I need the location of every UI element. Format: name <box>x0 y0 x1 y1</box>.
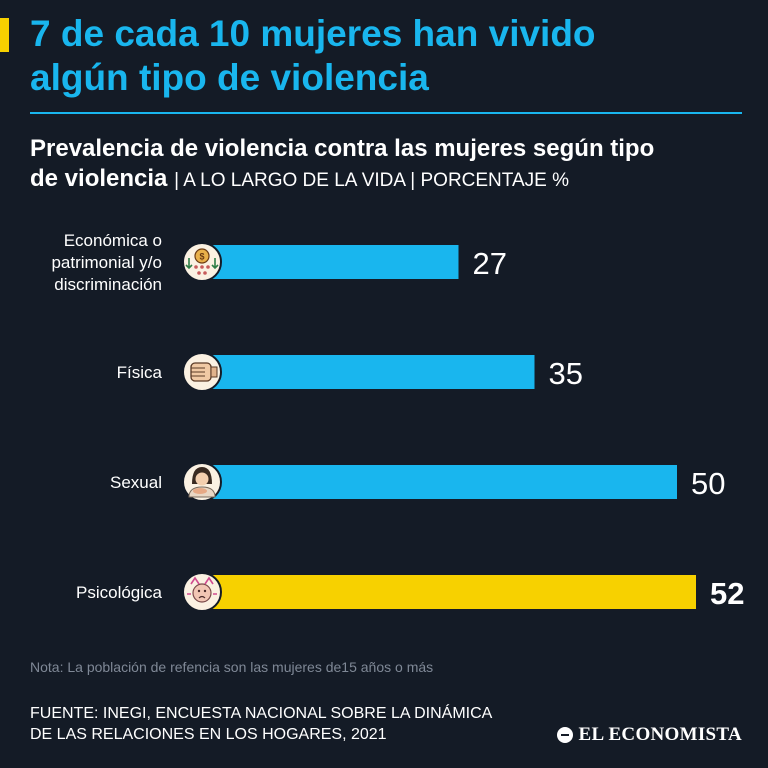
fist-icon <box>182 352 222 392</box>
accent-bar <box>0 18 9 52</box>
headline-line-1: 7 de cada 10 mujeres han vivido <box>30 13 596 54</box>
subtitle-line-2: de violencia <box>30 165 168 192</box>
category-label-3: Sexual <box>110 473 162 492</box>
woman-icon <box>182 462 222 502</box>
brand-logo: EL ECONOMISTA <box>556 724 743 746</box>
source-line-1: FUENTE: INEGI, ENCUESTA NACIONAL SOBRE L… <box>30 705 493 722</box>
value-label-4: 52 <box>710 576 744 611</box>
distressed-face-icon <box>182 572 222 612</box>
value-label-3: 50 <box>691 466 725 501</box>
brand-name: EL ECONOMISTA <box>578 724 742 745</box>
money-bag-icon: $ <box>182 242 222 282</box>
headline: 7 de cada 10 mujeres han vivido algún ti… <box>30 12 750 100</box>
headline-line-2: algún tipo de violencia <box>30 57 429 98</box>
bar-2 <box>202 355 535 389</box>
brand-mark-icon <box>556 727 573 743</box>
category-label-2: Física <box>117 363 163 382</box>
bar-1 <box>202 245 459 279</box>
value-label-2: 35 <box>549 356 583 391</box>
source-line-2: DE LAS RELACIONES EN LOS HOGARES, 2021 <box>30 726 387 743</box>
subtitle-line-1: Prevalencia de violencia contra las muje… <box>30 135 655 162</box>
value-label-1: 27 <box>473 246 507 281</box>
category-label-4: Psicológica <box>76 583 163 602</box>
bar-3 <box>202 465 677 499</box>
chart-subtitle: Prevalencia de violencia contra las muje… <box>30 134 742 196</box>
bar-4 <box>202 575 696 609</box>
svg-text:$: $ <box>199 252 204 262</box>
subtitle-meta: | A LO LARGO DE LA VIDA | PORCENTAJE % <box>174 170 569 191</box>
source-credit: FUENTE: INEGI, ENCUESTA NACIONAL SOBRE L… <box>30 703 530 745</box>
footnote: Nota: La población de refencia son las m… <box>30 659 434 675</box>
category-label-1: Económica o patrimonial y/o discriminación <box>51 231 162 294</box>
divider <box>30 112 742 114</box>
